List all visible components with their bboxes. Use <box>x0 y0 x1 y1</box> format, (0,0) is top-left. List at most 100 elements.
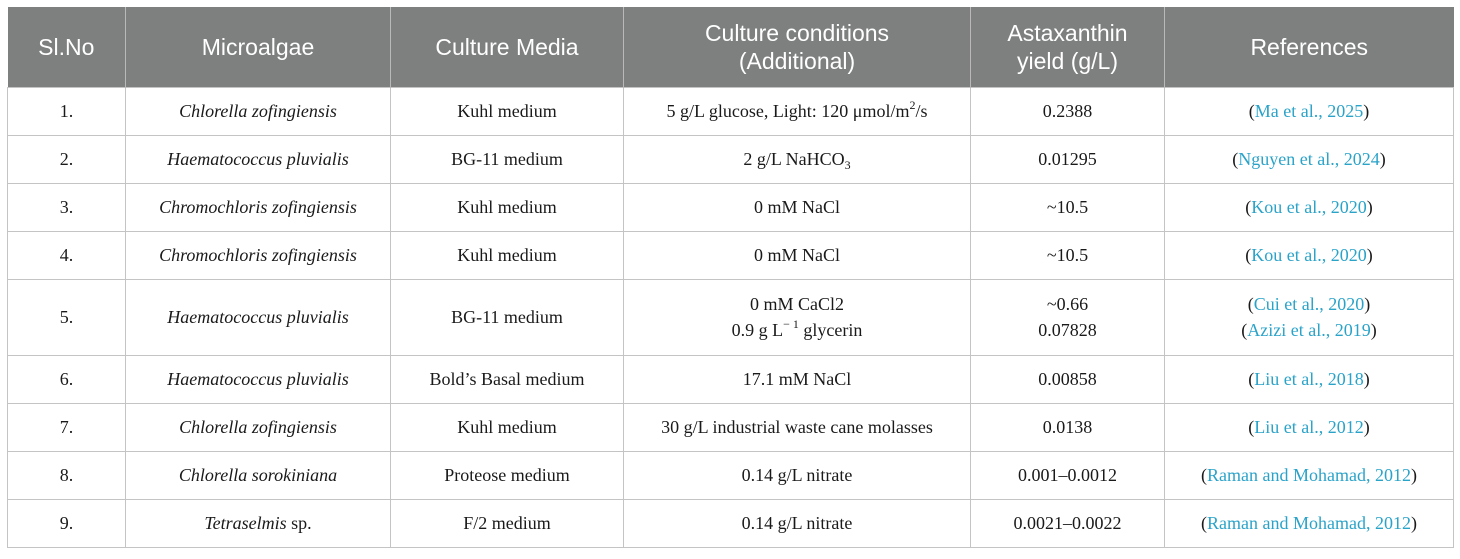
cell-reference: (Kou et al., 2020) <box>1164 230 1454 280</box>
species-name: Chlorella zofingiensis <box>179 417 337 437</box>
cell-slno: 2. <box>7 134 126 184</box>
cell-microalgae: Chlorella sorokiniana <box>125 450 391 500</box>
header-yield-line1: Astaxanthin <box>1007 19 1128 46</box>
data-table: Sl.No Microalgae Culture Media Culture c… <box>7 7 1454 548</box>
cell-yield: ~10.5 <box>970 230 1165 280</box>
reference-link[interactable]: Nguyen et al., 2024 <box>1238 149 1380 169</box>
cell-yield: 0.0138 <box>970 402 1165 452</box>
cell-microalgae: Haematococcus pluvialis <box>125 354 391 404</box>
condition-text: 2 g/L NaHCO <box>743 149 845 169</box>
reference-link[interactable]: Cui et al., 2020 <box>1253 294 1365 314</box>
cell-reference: (Kou et al., 2020) <box>1164 182 1454 232</box>
cell-slno: 9. <box>7 498 126 548</box>
table-row: 9. Tetraselmis sp. F/2 medium 0.14 g/L n… <box>7 498 1454 548</box>
cell-conditions: 2 g/L NaHCO3 <box>623 134 971 184</box>
species-name: Chlorella sorokiniana <box>178 465 338 485</box>
reference-link[interactable]: Raman and Mohamad, 2012 <box>1207 465 1411 485</box>
cell-conditions: 0 mM NaCl <box>623 230 971 280</box>
species-name: Chromochloris zofingiensis <box>159 245 357 265</box>
cell-yield: 0.0021–0.0022 <box>970 498 1165 548</box>
table-row: 2. Haematococcus pluvialis BG-11 medium … <box>7 134 1454 184</box>
header-astaxanthin-yield: Astaxanthin yield (g/L) <box>970 7 1165 87</box>
reference-link[interactable]: Raman and Mohamad, 2012 <box>1207 513 1411 533</box>
header-media-text: Culture Media <box>435 33 579 60</box>
cell-microalgae: Chlorella zofingiensis <box>125 86 391 136</box>
reference-link[interactable]: Kou et al., 2020 <box>1251 197 1367 217</box>
table-body: 1. Chlorella zofingiensis Kuhl medium 5 … <box>7 86 1454 548</box>
header-slno: Sl.No <box>7 7 126 87</box>
table-row: 7. Chlorella zofingiensis Kuhl medium 30… <box>7 402 1454 452</box>
cell-microalgae: Chromochloris zofingiensis <box>125 230 391 280</box>
cell-slno: 4. <box>7 230 126 280</box>
cell-reference: (Liu et al., 2018) <box>1164 354 1454 404</box>
table-row: 1. Chlorella zofingiensis Kuhl medium 5 … <box>7 86 1454 136</box>
cell-reference: (Liu et al., 2012) <box>1164 402 1454 452</box>
cell-media: Bold’s Basal medium <box>390 354 624 404</box>
species-name: Chromochloris zofingiensis <box>159 197 357 217</box>
cell-slno: 3. <box>7 182 126 232</box>
cell-yield: ~10.5 <box>970 182 1165 232</box>
cell-reference: (Ma et al., 2025) <box>1164 86 1454 136</box>
cell-microalgae: Chlorella zofingiensis <box>125 402 391 452</box>
species-suffix: sp. <box>286 513 312 533</box>
cell-reference: (Raman and Mohamad, 2012) <box>1164 450 1454 500</box>
table-row: 8. Chlorella sorokiniana Proteose medium… <box>7 450 1454 500</box>
condition-text-suffix: glycerin <box>798 320 863 340</box>
condition-subscript: 3 <box>844 158 851 172</box>
cell-slno: 7. <box>7 402 126 452</box>
species-name: Chlorella zofingiensis <box>179 101 337 121</box>
table-row: 3. Chromochloris zofingiensis Kuhl mediu… <box>7 182 1454 232</box>
yield-line-b: 0.07828 <box>1038 320 1097 340</box>
condition-text-suffix: /s <box>915 101 928 121</box>
species-name: Haematococcus pluvialis <box>167 149 349 169</box>
cell-media: F/2 medium <box>390 498 624 548</box>
cell-slno: 5. <box>7 278 126 356</box>
reference-link[interactable]: Ma et al., 2025 <box>1254 101 1364 121</box>
species-name: Tetraselmis <box>204 513 287 533</box>
cell-media: BG-11 medium <box>390 134 624 184</box>
cell-microalgae: Chromochloris zofingiensis <box>125 182 391 232</box>
table-row: 5. Haematococcus pluvialis BG-11 medium … <box>7 278 1454 356</box>
reference-line-b: (Azizi et al., 2019) <box>1241 320 1377 340</box>
cell-yield: 0.2388 <box>970 86 1165 136</box>
reference-link[interactable]: Liu et al., 2012 <box>1254 417 1364 437</box>
reference-link[interactable]: Liu et al., 2018 <box>1254 369 1364 389</box>
cell-reference: (Cui et al., 2020) (Azizi et al., 2019) <box>1164 278 1454 356</box>
header-microalgae-text: Microalgae <box>201 33 315 60</box>
header-references-text: References <box>1250 33 1369 60</box>
cell-conditions: 0.14 g/L nitrate <box>623 450 971 500</box>
header-culture-media: Culture Media <box>390 7 624 87</box>
cell-slno: 6. <box>7 354 126 404</box>
condition-superscript: 2 <box>909 98 916 112</box>
condition-superscript: − 1 <box>783 317 799 331</box>
table-header: Sl.No Microalgae Culture Media Culture c… <box>7 7 1454 87</box>
header-conditions-line2: (Additional) <box>738 47 856 74</box>
cell-conditions: 0 mM CaCl2 0.9 g L− 1 glycerin <box>623 278 971 356</box>
cell-conditions: 17.1 mM NaCl <box>623 354 971 404</box>
cell-slno: 8. <box>7 450 126 500</box>
cell-reference: (Nguyen et al., 2024) <box>1164 134 1454 184</box>
cell-media: Proteose medium <box>390 450 624 500</box>
astaxanthin-table: Sl.No Microalgae Culture Media Culture c… <box>7 7 1454 548</box>
cell-media: Kuhl medium <box>390 86 624 136</box>
cell-yield: 0.001–0.0012 <box>970 450 1165 500</box>
header-slno-text: Sl.No <box>38 33 95 60</box>
cell-media: BG-11 medium <box>390 278 624 356</box>
cell-yield: 0.00858 <box>970 354 1165 404</box>
reference-link[interactable]: Kou et al., 2020 <box>1251 245 1367 265</box>
cell-slno: 1. <box>7 86 126 136</box>
cell-microalgae: Haematococcus pluvialis <box>125 134 391 184</box>
cell-conditions: 0 mM NaCl <box>623 182 971 232</box>
cell-microalgae: Haematococcus pluvialis <box>125 278 391 356</box>
table-row: 4. Chromochloris zofingiensis Kuhl mediu… <box>7 230 1454 280</box>
header-row: Sl.No Microalgae Culture Media Culture c… <box>7 7 1454 87</box>
cell-conditions: 30 g/L industrial waste cane molasses <box>623 402 971 452</box>
cell-conditions: 0.14 g/L nitrate <box>623 498 971 548</box>
cell-media: Kuhl medium <box>390 402 624 452</box>
header-microalgae: Microalgae <box>125 7 391 87</box>
cell-media: Kuhl medium <box>390 182 624 232</box>
header-culture-conditions: Culture conditions (Additional) <box>623 7 971 87</box>
cell-reference: (Raman and Mohamad, 2012) <box>1164 498 1454 548</box>
reference-link[interactable]: Azizi et al., 2019 <box>1247 320 1371 340</box>
header-conditions-line1: Culture conditions <box>704 19 890 46</box>
